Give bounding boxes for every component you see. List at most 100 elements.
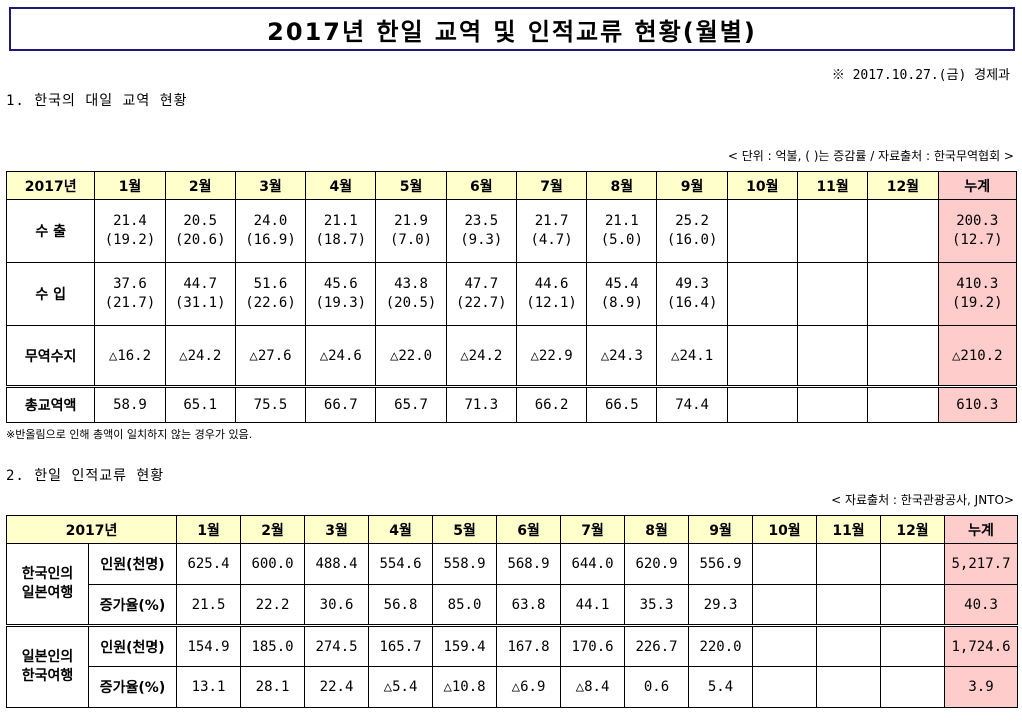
data-cell: △22.0 bbox=[375, 325, 447, 387]
rate: (16.0) bbox=[666, 232, 718, 248]
data-cell: 66.2 bbox=[515, 385, 588, 423]
rate: (19.2) bbox=[104, 232, 156, 248]
data-cell: △5.4 bbox=[368, 666, 434, 708]
data-cell: 21.1 (5.0) bbox=[586, 199, 658, 263]
rate: (16.4) bbox=[666, 295, 718, 311]
data-cell: 22.4 bbox=[304, 666, 370, 708]
section1-title: 1. 한국의 대일 교역 현황 bbox=[6, 93, 188, 109]
month-header: 2월 bbox=[164, 171, 236, 200]
section2-source: < 자료출처 : 한국관광공사, JNTO> bbox=[831, 493, 1014, 507]
value: 21.7 bbox=[534, 213, 569, 229]
page-title: 2017년 한일 교역 및 인적교류 현황(월별) bbox=[267, 17, 757, 46]
data-cell: 21.7 (4.7) bbox=[515, 199, 588, 263]
data-cell: 44.6 (12.1) bbox=[515, 262, 588, 326]
data-cell bbox=[752, 584, 818, 626]
total-cell: 200.3 (12.7) bbox=[937, 199, 1018, 263]
rate: (7.0) bbox=[389, 232, 433, 248]
value: 21.9 bbox=[394, 213, 428, 229]
rate: (5.0) bbox=[600, 232, 643, 248]
data-cell: 558.9 bbox=[432, 543, 498, 585]
data-cell: 600.0 bbox=[240, 543, 306, 585]
group-label-line1: 일본인의 bbox=[21, 649, 74, 665]
data-cell: 30.6 bbox=[304, 584, 370, 626]
month-header: 2월 bbox=[240, 515, 306, 544]
month-header: 5월 bbox=[375, 171, 447, 200]
data-cell bbox=[796, 385, 869, 423]
month-header: 10월 bbox=[726, 171, 799, 200]
data-cell bbox=[816, 543, 882, 585]
value: 43.8 bbox=[394, 276, 428, 292]
value: 44.6 bbox=[534, 276, 569, 292]
total-cell: 40.3 bbox=[944, 584, 1019, 626]
month-header: 5월 bbox=[432, 515, 498, 544]
year-header: 2017년 bbox=[5, 171, 96, 200]
data-cell: 554.6 bbox=[368, 543, 434, 585]
data-cell bbox=[816, 666, 882, 708]
rate: (20.5) bbox=[385, 295, 437, 311]
data-cell: 66.5 bbox=[586, 385, 658, 423]
data-cell bbox=[816, 584, 882, 626]
group-label-line2: 일본여행 bbox=[21, 585, 74, 601]
data-cell: 0.6 bbox=[624, 666, 690, 708]
data-cell: 65.1 bbox=[164, 385, 236, 423]
data-cell: △6.9 bbox=[496, 666, 562, 708]
section1-footnote: ※반올림으로 인해 총액이 일치하지 않는 경우가 있음. bbox=[6, 428, 253, 441]
month-header: 12월 bbox=[880, 515, 946, 544]
value: 21.1 bbox=[323, 213, 358, 229]
data-cell: 21.5 bbox=[176, 584, 242, 626]
data-cell: 22.2 bbox=[240, 584, 306, 626]
total-cell: 5,217.7 bbox=[944, 543, 1019, 585]
data-cell: 58.9 bbox=[94, 385, 166, 423]
data-cell: 56.8 bbox=[368, 584, 434, 626]
month-header: 7월 bbox=[560, 515, 626, 544]
data-cell: 65.7 bbox=[375, 385, 447, 423]
month-header: 7월 bbox=[515, 171, 588, 200]
total-cell: 410.3 (19.2) bbox=[937, 262, 1018, 326]
month-header: 6월 bbox=[445, 171, 517, 200]
data-cell: 45.4 (8.9) bbox=[586, 262, 658, 326]
total-cell: 3.9 bbox=[944, 666, 1019, 708]
data-cell bbox=[880, 624, 946, 667]
value: 20.5 bbox=[183, 213, 218, 229]
group-label: 일본인의 한국여행 bbox=[6, 624, 89, 708]
data-cell: 74.4 bbox=[656, 385, 728, 423]
month-header: 8월 bbox=[586, 171, 658, 200]
value: 51.6 bbox=[253, 276, 288, 292]
row-label: 증가율(%) bbox=[87, 584, 178, 626]
data-cell: 35.3 bbox=[624, 584, 690, 626]
data-cell: △24.1 bbox=[656, 325, 728, 387]
rate: (9.3) bbox=[460, 232, 503, 248]
exchange-table: 2017년 1월 2월 3월 4월 5월 6월 7월 8월 9월 10월 11월 12월 누계 한국인의 일… bbox=[5, 515, 1019, 708]
data-cell: △27.6 bbox=[234, 325, 307, 387]
month-header: 10월 bbox=[752, 515, 818, 544]
row-label: 수 입 bbox=[5, 262, 96, 326]
data-cell: 23.5 (9.3) bbox=[445, 199, 517, 263]
data-cell: △8.4 bbox=[560, 666, 626, 708]
data-cell: 66.7 bbox=[305, 385, 377, 423]
rate: (22.7) bbox=[456, 295, 507, 311]
data-cell: 49.3 (16.4) bbox=[656, 262, 728, 326]
data-cell bbox=[796, 262, 869, 326]
data-cell: 220.0 bbox=[688, 624, 754, 667]
data-cell: △10.8 bbox=[432, 666, 498, 708]
month-header: 4월 bbox=[305, 171, 377, 200]
data-cell: 167.8 bbox=[496, 624, 562, 667]
data-cell: 71.3 bbox=[445, 385, 517, 423]
data-cell: 644.0 bbox=[560, 543, 626, 585]
group-label: 한국인의 일본여행 bbox=[6, 543, 89, 626]
rate: (18.7) bbox=[315, 232, 367, 248]
data-cell bbox=[796, 325, 869, 387]
value: 45.6 bbox=[323, 276, 358, 292]
data-cell bbox=[867, 199, 939, 263]
rate: (19.3) bbox=[315, 295, 367, 311]
rate: (21.7) bbox=[104, 295, 156, 311]
total-cell: 610.3 bbox=[937, 385, 1018, 423]
data-cell: △16.2 bbox=[94, 325, 166, 387]
value: 21.4 bbox=[113, 213, 147, 229]
data-cell: 85.0 bbox=[432, 584, 498, 626]
row-label: 수 출 bbox=[5, 199, 96, 263]
data-cell: △24.2 bbox=[164, 325, 236, 387]
value: 45.4 bbox=[604, 276, 639, 292]
data-cell: △24.2 bbox=[445, 325, 517, 387]
data-cell: 159.4 bbox=[432, 624, 498, 667]
